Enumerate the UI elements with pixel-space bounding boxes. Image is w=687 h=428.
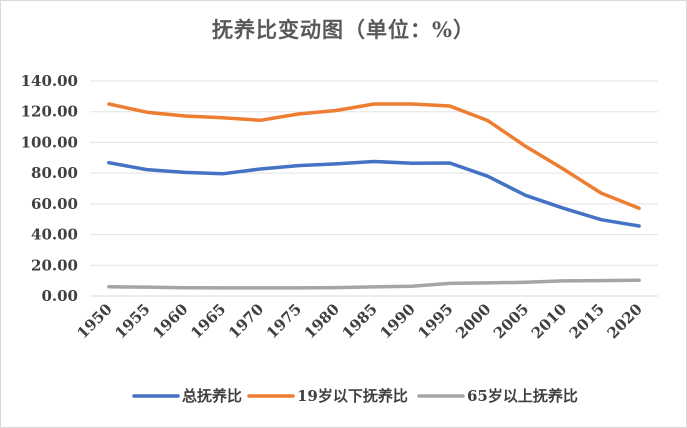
chart-title: 抚养比变动图（单位：%） bbox=[212, 17, 475, 42]
y-tick-label: 120.00 bbox=[21, 103, 78, 121]
x-axis-ticks: 1950195519601965197019751980198519901995… bbox=[74, 300, 646, 342]
x-tick-label: 2020 bbox=[604, 300, 646, 342]
y-tick-label: 140.00 bbox=[21, 72, 78, 90]
x-tick-label: 1950 bbox=[74, 300, 116, 342]
legend-label-1: 19岁以下抚养比 bbox=[297, 387, 408, 405]
y-tick-label: 100.00 bbox=[21, 133, 78, 151]
x-tick-label: 1970 bbox=[225, 300, 267, 342]
series-line-2 bbox=[107, 278, 641, 290]
x-tick-label: 2010 bbox=[528, 300, 570, 342]
gridlines bbox=[90, 80, 658, 297]
x-tick-label: 1975 bbox=[263, 300, 305, 342]
x-tick-label: 1980 bbox=[301, 300, 343, 342]
y-tick-label: 40.00 bbox=[31, 226, 78, 244]
x-tick-label: 2000 bbox=[452, 300, 494, 342]
series-lines bbox=[107, 102, 641, 290]
x-tick-label: 1955 bbox=[111, 300, 153, 342]
x-tick-label: 1995 bbox=[414, 300, 456, 342]
y-tick-label: 0.00 bbox=[41, 287, 78, 305]
x-tick-label: 1965 bbox=[187, 300, 229, 342]
series-line-1 bbox=[107, 102, 641, 210]
y-tick-label: 80.00 bbox=[31, 164, 78, 182]
y-tick-label: 20.00 bbox=[31, 256, 78, 274]
legend-label-0: 总抚养比 bbox=[182, 387, 242, 405]
x-tick-label: 2005 bbox=[490, 300, 532, 342]
legend-label-2: 65岁以上抚养比 bbox=[467, 387, 578, 405]
x-tick-label: 2015 bbox=[566, 300, 608, 342]
series-line-0 bbox=[107, 159, 641, 228]
x-tick-label: 1990 bbox=[376, 300, 418, 342]
y-tick-label: 60.00 bbox=[31, 195, 78, 213]
x-tick-label: 1985 bbox=[339, 300, 381, 342]
legend: 总抚养比 19岁以下抚养比 65岁以上抚养比 bbox=[132, 387, 578, 405]
x-tick-label: 1960 bbox=[149, 300, 191, 342]
y-axis-ticks: 0.00 20.00 40.00 60.00 80.00 100.00 120.00 140.… bbox=[21, 72, 78, 305]
